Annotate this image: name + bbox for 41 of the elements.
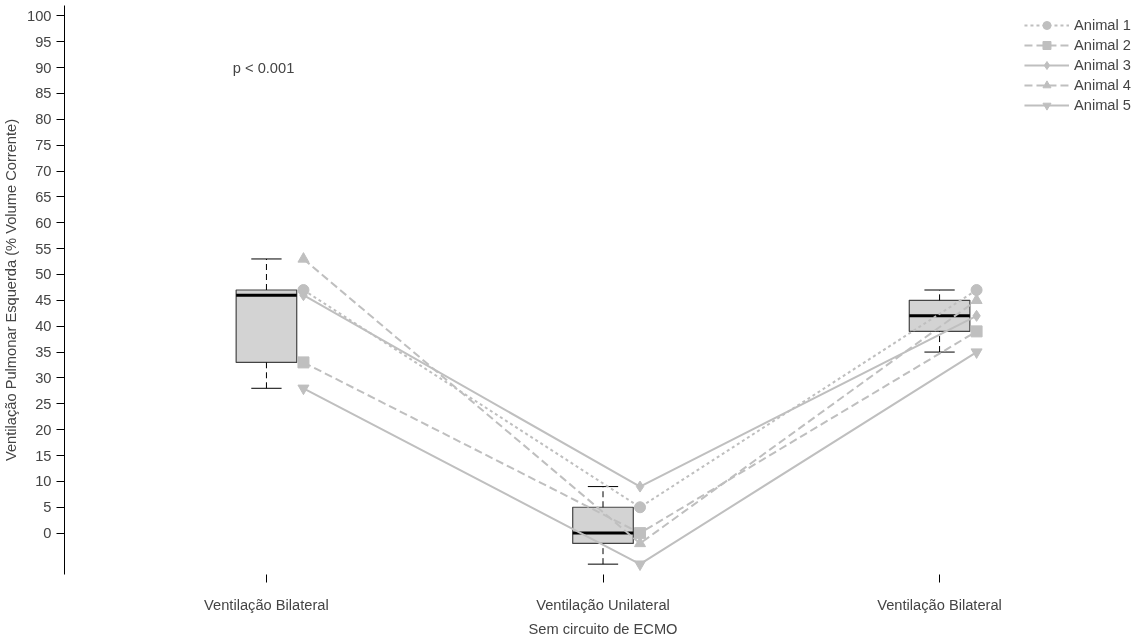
legend-label: Animal 5: [1073, 97, 1131, 113]
legend-label: Animal 3: [1073, 57, 1131, 73]
y-tick-label: 20: [35, 421, 52, 438]
y-tick-label: 80: [35, 111, 52, 128]
annotation: p < 0.001: [232, 59, 295, 76]
y-tick-label: 40: [35, 318, 52, 335]
y-tick-label: 65: [35, 188, 52, 205]
point: [970, 348, 983, 359]
y-tick-label: 60: [35, 214, 52, 231]
y-tick-label: 95: [35, 33, 52, 50]
y-tick-label: 85: [35, 85, 52, 102]
y-tick-label: 100: [27, 7, 52, 24]
point: [297, 384, 310, 396]
x-tick-label: Ventilação Bilateral: [204, 596, 329, 613]
x-axis-title: Sem circuito de ECMO: [528, 620, 678, 637]
y-tick-label: 75: [35, 137, 52, 154]
point: [635, 480, 645, 493]
y-tick-label: 45: [35, 292, 52, 309]
y-tick-label: 5: [43, 499, 52, 516]
y-tick-label: 90: [35, 59, 52, 76]
point: [970, 325, 983, 338]
point: [634, 560, 647, 572]
point: [970, 284, 983, 296]
legend-label: Animal 2: [1073, 37, 1131, 53]
point: [297, 252, 310, 263]
x-tick-label: Ventilação Unilateral: [536, 596, 670, 613]
y-tick-label: 55: [35, 240, 52, 257]
y-tick-label: 35: [35, 344, 52, 361]
y-tick-label: 50: [35, 266, 52, 283]
legend-label: Animal 4: [1073, 77, 1131, 93]
y-tick-label: 25: [35, 395, 52, 412]
y-tick-label: 15: [35, 447, 52, 464]
legend-label: Animal 1: [1073, 17, 1131, 33]
y-tick-label: 10: [35, 473, 52, 490]
y-tick-label: 30: [35, 369, 52, 386]
x-tick-label: Ventilação Bilateral: [877, 596, 1002, 613]
y-tick-label: 70: [35, 163, 52, 180]
y-axis-title: Ventilação Pulmonar Esquerda (% Volume Corrente): [3, 118, 20, 462]
y-tick-label: 0: [43, 525, 52, 542]
point: [634, 501, 647, 514]
point: [297, 356, 310, 369]
